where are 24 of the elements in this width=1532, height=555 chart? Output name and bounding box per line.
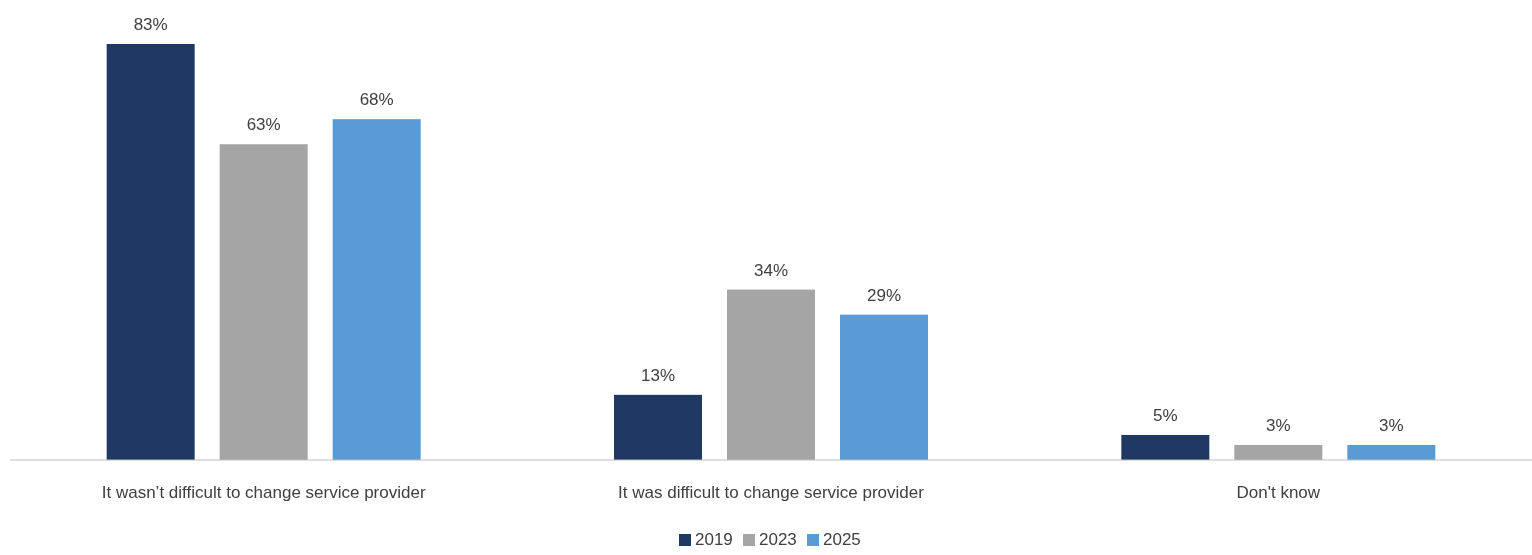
bar [1347,444,1436,460]
bar [727,289,815,460]
data-label: 29% [866,285,902,305]
legend-label: 2023 [759,530,797,549]
data-label: 3% [1379,415,1404,435]
data-label: 83% [133,15,168,34]
data-label: 63% [246,115,281,135]
data-label: 13% [640,365,676,385]
data-label: 68% [359,90,394,110]
bar [1234,444,1323,460]
data-label: 34% [753,260,789,280]
bar [106,44,195,460]
data-label: 5% [1153,405,1178,425]
x-tick-label: It wasn’t difficult to change service provider [101,483,426,502]
bar [219,144,308,460]
x-tick-label: It was difficult to change service provider [618,483,925,502]
bar [840,314,928,460]
bar [614,394,702,460]
legend-label: 2025 [823,530,861,549]
x-tick-label: Don't know [1236,483,1321,502]
bar [332,119,421,460]
bar [1121,434,1210,460]
legend-label: 2019 [695,530,733,549]
data-label: 3% [1266,415,1291,435]
